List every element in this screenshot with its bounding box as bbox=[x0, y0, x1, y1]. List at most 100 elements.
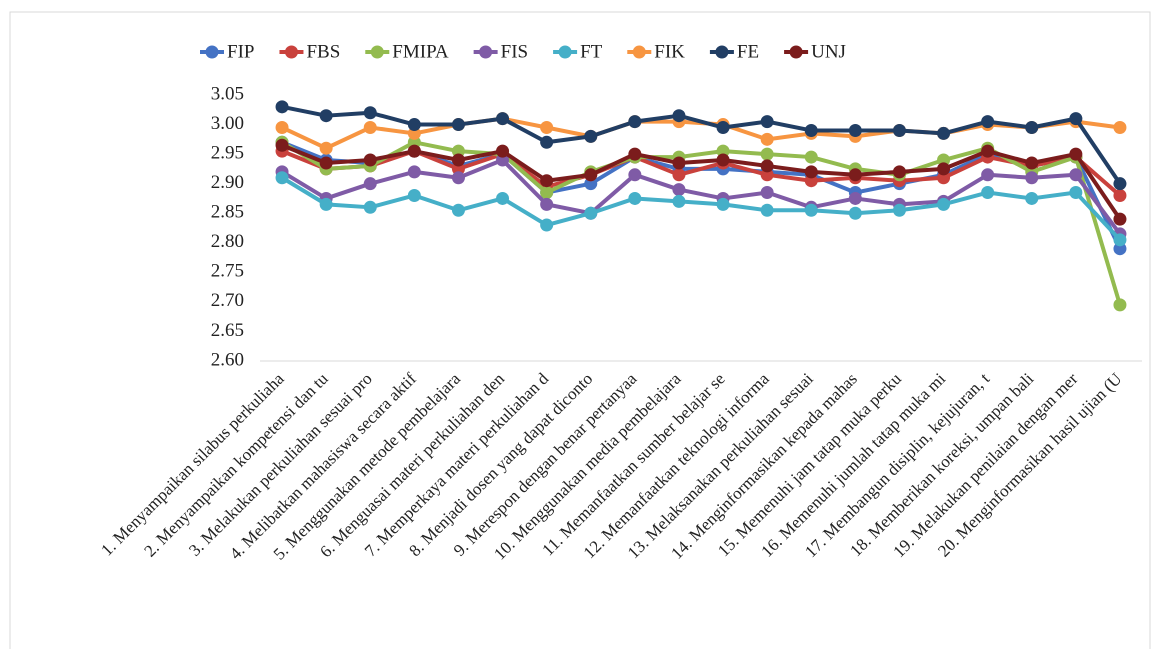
data-point bbox=[275, 171, 289, 185]
y-tick-label: 2.85 bbox=[211, 202, 244, 223]
data-point bbox=[1025, 121, 1039, 135]
data-point bbox=[275, 138, 289, 152]
y-tick-label: 2.90 bbox=[211, 172, 244, 193]
data-point bbox=[1025, 191, 1039, 205]
data-point bbox=[1069, 147, 1083, 161]
data-point bbox=[275, 100, 289, 114]
data-point bbox=[319, 109, 333, 123]
y-tick-label: 2.60 bbox=[211, 349, 244, 370]
data-point bbox=[540, 197, 554, 211]
y-tick-label: 2.75 bbox=[211, 261, 244, 282]
data-point bbox=[319, 141, 333, 155]
data-point bbox=[584, 168, 598, 182]
data-point bbox=[848, 206, 862, 220]
legend-label: FIP bbox=[227, 41, 254, 62]
data-point bbox=[760, 132, 774, 146]
legend-item: FE bbox=[709, 41, 759, 62]
legend-item: FBS bbox=[279, 41, 340, 62]
chart-frame bbox=[9, 11, 1151, 649]
y-tick-label: 2.65 bbox=[211, 320, 244, 341]
series-line bbox=[281, 143, 1122, 221]
data-point bbox=[319, 197, 333, 211]
data-point bbox=[937, 126, 951, 140]
data-point bbox=[1113, 188, 1127, 202]
legend-marker bbox=[632, 45, 646, 59]
data-point bbox=[540, 218, 554, 232]
data-point bbox=[804, 203, 818, 217]
legend-marker bbox=[558, 45, 572, 59]
data-point bbox=[1113, 177, 1127, 191]
data-point bbox=[407, 118, 421, 132]
data-point bbox=[496, 144, 510, 158]
data-point bbox=[540, 121, 554, 135]
legend-label: FIK bbox=[654, 41, 685, 62]
series-line bbox=[281, 104, 1122, 185]
data-point bbox=[451, 118, 465, 132]
data-point bbox=[1069, 168, 1083, 182]
data-point bbox=[804, 123, 818, 137]
data-point bbox=[1113, 121, 1127, 135]
data-point bbox=[275, 121, 289, 135]
data-point bbox=[584, 129, 598, 143]
legend-marker bbox=[479, 45, 493, 59]
data-point bbox=[848, 168, 862, 182]
legend-label: FIS bbox=[501, 41, 528, 62]
data-point bbox=[496, 112, 510, 126]
data-point bbox=[540, 174, 554, 188]
legend-label: FE bbox=[737, 41, 759, 62]
data-point bbox=[584, 206, 598, 220]
legend-item: UNJ bbox=[784, 41, 846, 62]
legend-label: FBS bbox=[306, 41, 340, 62]
data-point bbox=[628, 168, 642, 182]
data-point bbox=[892, 123, 906, 137]
legend-item: FIS bbox=[473, 41, 528, 62]
data-point bbox=[804, 165, 818, 179]
data-point bbox=[760, 159, 774, 173]
data-point bbox=[540, 186, 554, 200]
data-point bbox=[1069, 186, 1083, 200]
legend-item: FMIPA bbox=[365, 41, 449, 62]
data-point bbox=[363, 121, 377, 135]
data-point bbox=[1069, 112, 1083, 126]
data-point bbox=[804, 150, 818, 164]
legend-label: FT bbox=[580, 41, 603, 62]
data-point bbox=[1113, 298, 1127, 312]
data-point bbox=[363, 200, 377, 214]
legend-item: FIP bbox=[200, 41, 254, 62]
data-point bbox=[451, 171, 465, 185]
data-point bbox=[981, 186, 995, 200]
data-point bbox=[672, 109, 686, 123]
y-tick-label: 2.70 bbox=[211, 290, 244, 311]
data-point bbox=[760, 115, 774, 129]
data-point bbox=[716, 153, 730, 167]
data-point bbox=[672, 183, 686, 197]
data-point bbox=[451, 203, 465, 217]
data-point bbox=[496, 191, 510, 205]
data-point bbox=[716, 197, 730, 211]
legend-item: FT bbox=[553, 41, 603, 62]
data-point bbox=[407, 144, 421, 158]
data-point bbox=[407, 165, 421, 179]
data-point bbox=[672, 156, 686, 170]
series-line bbox=[281, 176, 1122, 242]
data-point bbox=[672, 194, 686, 208]
data-point bbox=[716, 121, 730, 135]
legend-item: FIK bbox=[627, 41, 685, 62]
data-point bbox=[892, 165, 906, 179]
data-point bbox=[981, 144, 995, 158]
legend-marker bbox=[205, 45, 219, 59]
data-point bbox=[760, 147, 774, 161]
data-point bbox=[363, 106, 377, 120]
data-point bbox=[848, 191, 862, 205]
data-point bbox=[760, 203, 774, 217]
legend-marker bbox=[715, 45, 729, 59]
data-point bbox=[848, 123, 862, 137]
data-point bbox=[892, 203, 906, 217]
data-point bbox=[628, 191, 642, 205]
data-point bbox=[981, 168, 995, 182]
data-point bbox=[1025, 156, 1039, 170]
data-point bbox=[628, 115, 642, 129]
data-point bbox=[540, 135, 554, 149]
data-point bbox=[1113, 233, 1127, 247]
data-point bbox=[451, 153, 465, 167]
